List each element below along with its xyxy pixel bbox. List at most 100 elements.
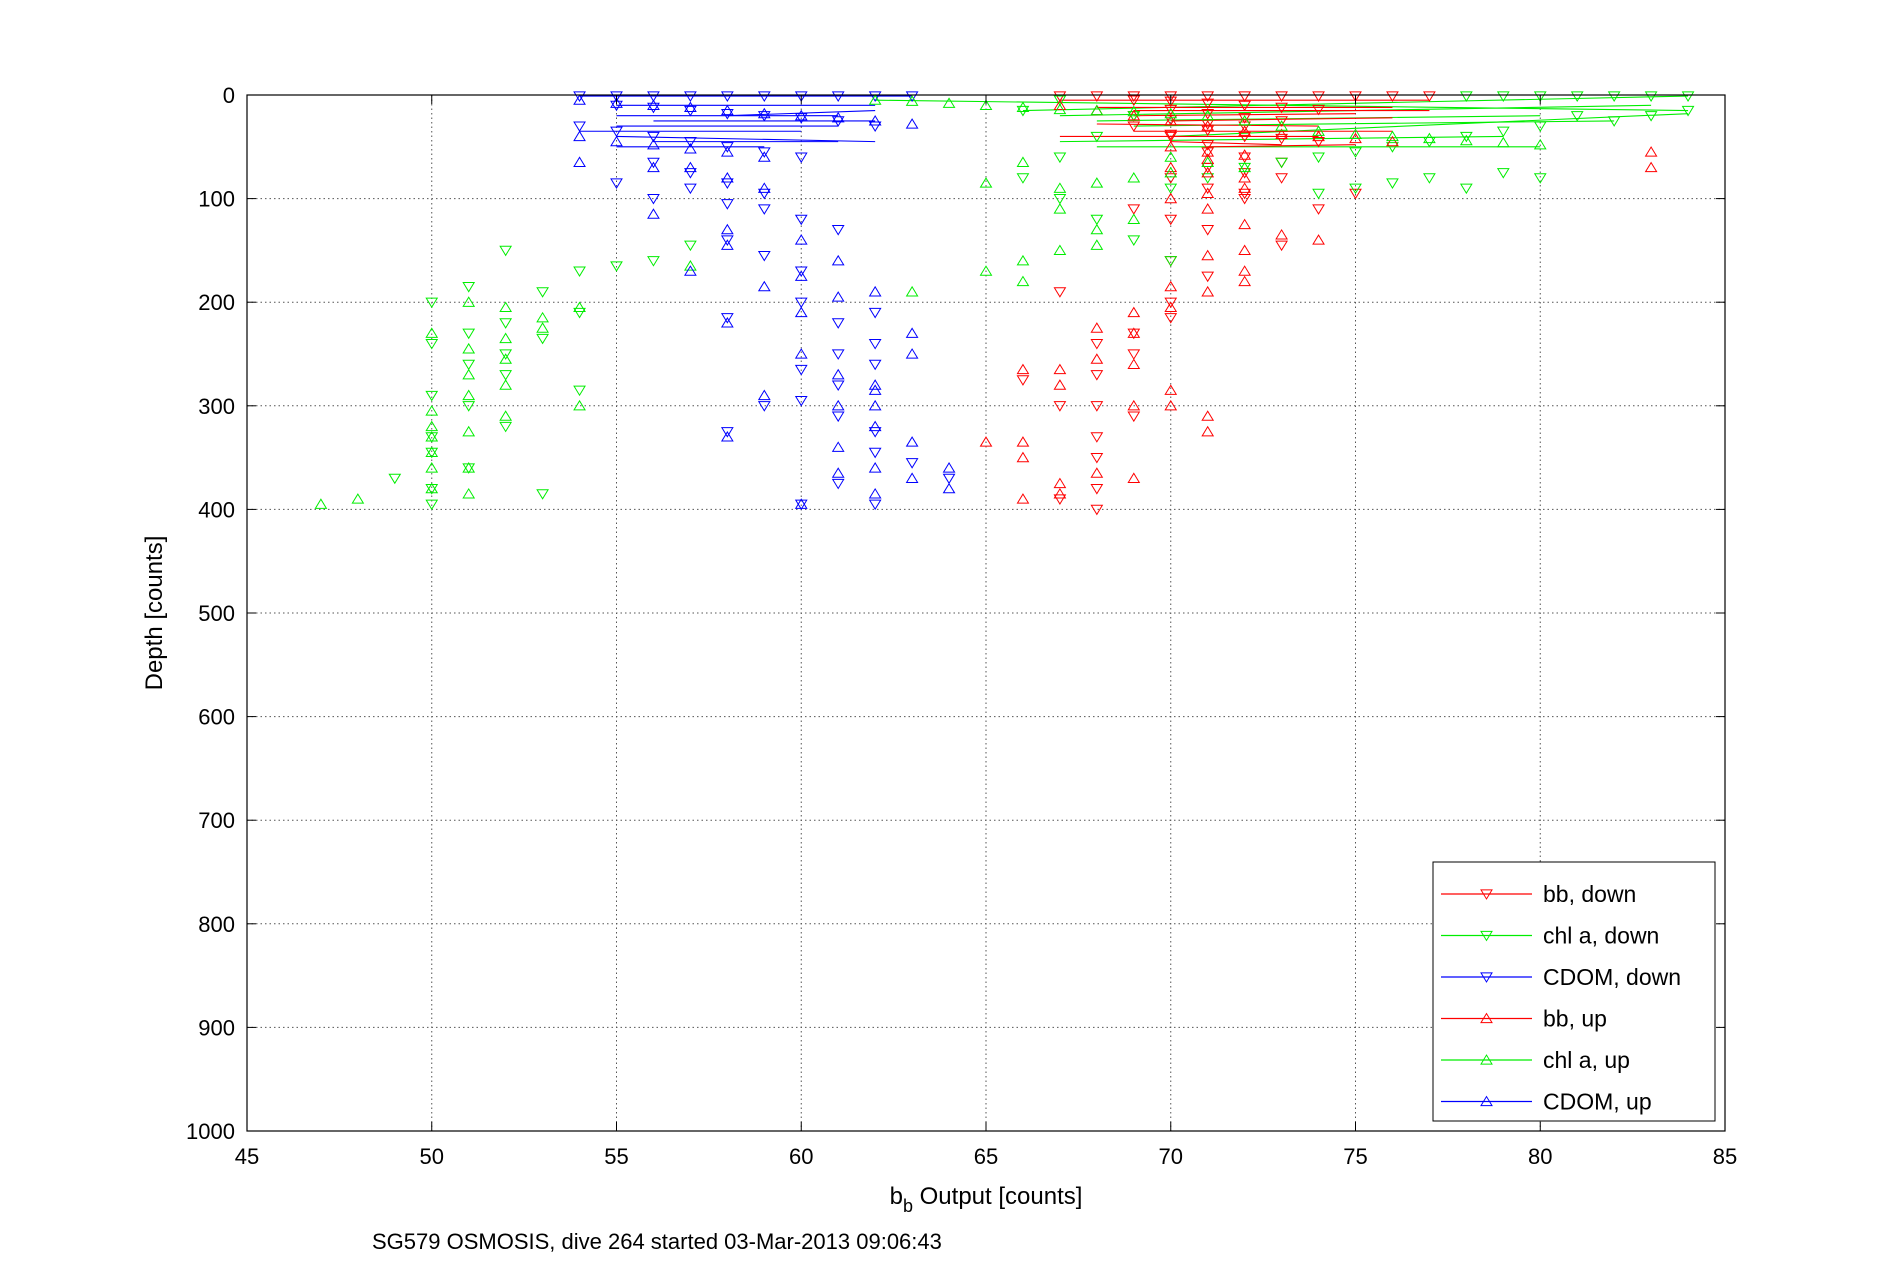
point-chl-a-up xyxy=(1127,171,1141,183)
point-chl-a-down xyxy=(573,307,586,319)
point-chl-a-down xyxy=(1164,183,1178,195)
point-chl-a-up xyxy=(1090,177,1104,188)
point-cdom-up xyxy=(684,265,697,276)
point-chl-a-down xyxy=(462,282,476,293)
point-cdom-up xyxy=(757,151,771,162)
x-axis-label: bb Output [counts] xyxy=(890,1183,1083,1216)
point-chl-a-up xyxy=(499,332,513,344)
point-bb-up xyxy=(1201,187,1215,199)
point-bb-down xyxy=(1127,204,1141,215)
point-bb-down xyxy=(1164,91,1178,102)
point-cdom-down xyxy=(757,111,771,122)
y-tick-label: 100 xyxy=(198,187,235,212)
point-cdom-down xyxy=(868,359,882,371)
point-chl-a-down xyxy=(1533,173,1547,184)
point-cdom-up xyxy=(647,138,660,150)
point-bb-down xyxy=(1090,484,1104,495)
point-cdom-down xyxy=(647,193,660,205)
point-chl-a-up xyxy=(462,342,476,354)
point-cdom-down xyxy=(794,395,808,407)
point-bb-down xyxy=(1164,131,1178,143)
point-bb-up xyxy=(1201,285,1215,297)
point-cdom-up xyxy=(647,99,660,110)
point-cdom-up xyxy=(905,472,919,483)
point-cdom-up xyxy=(573,156,586,167)
point-cdom-down xyxy=(942,473,956,485)
y-tick-label: 0 xyxy=(223,83,235,108)
point-cdom-up xyxy=(868,379,882,390)
point-chl-a-up xyxy=(536,311,549,323)
point-chl-a-up xyxy=(314,498,328,509)
point-chl-a-down xyxy=(1570,111,1584,122)
point-cdom-down xyxy=(868,499,882,511)
point-cdom-up xyxy=(905,436,919,447)
profile-line xyxy=(727,109,876,117)
x-tick-label: 65 xyxy=(974,1144,998,1169)
legend-marker-cdom-down xyxy=(1480,972,1493,983)
point-cdom-up xyxy=(831,368,845,380)
point-cdom-up xyxy=(794,348,808,359)
point-bb-down xyxy=(1127,95,1141,107)
point-cdom-down xyxy=(757,250,771,262)
point-chl-a-up xyxy=(979,265,993,276)
point-cdom-up xyxy=(868,384,882,395)
point-bb-up xyxy=(1090,467,1104,478)
point-cdom-up xyxy=(610,135,623,147)
point-bb-down xyxy=(1238,100,1252,112)
point-bb-down xyxy=(1238,113,1252,124)
point-bb-up xyxy=(1016,436,1030,447)
point-bb-up xyxy=(1201,203,1215,214)
point-chl-a-up xyxy=(425,446,439,458)
point-cdom-down xyxy=(720,91,734,102)
point-cdom-up xyxy=(831,291,845,302)
point-bb-down xyxy=(1090,452,1104,464)
point-chl-a-up xyxy=(1016,254,1030,266)
point-bb-down xyxy=(1090,401,1104,412)
y-axis-label: Depth [counts] xyxy=(141,536,168,691)
y-tick-label: 1000 xyxy=(186,1119,235,1144)
point-bb-down xyxy=(1201,140,1215,151)
point-chl-a-up xyxy=(462,389,476,401)
point-chl-a-down xyxy=(1459,91,1473,102)
point-cdom-down xyxy=(831,91,845,102)
point-chl-a-down xyxy=(1016,105,1030,117)
x-tick-label: 80 xyxy=(1528,1144,1552,1169)
point-bb-down xyxy=(1238,193,1252,205)
point-cdom-down xyxy=(684,136,697,148)
point-chl-a-down xyxy=(1681,105,1695,117)
point-chl-a-up xyxy=(573,399,586,411)
point-bb-down xyxy=(1090,339,1104,350)
point-cdom-up xyxy=(757,182,771,193)
point-chl-a-down xyxy=(1053,95,1067,107)
point-cdom-up xyxy=(720,171,734,183)
point-cdom-up xyxy=(647,208,660,219)
point-chl-a-up xyxy=(1053,203,1067,214)
point-cdom-down xyxy=(868,307,882,319)
y-tick-label: 500 xyxy=(198,601,235,626)
point-chl-a-up xyxy=(1164,166,1178,178)
point-chl-a-down xyxy=(1053,193,1067,205)
point-cdom-down xyxy=(831,380,845,391)
point-cdom-down xyxy=(610,126,623,138)
point-cdom-up xyxy=(831,399,845,411)
point-chl-a-down xyxy=(1533,121,1547,132)
point-bb-up xyxy=(1386,135,1399,147)
point-chl-a-down xyxy=(536,287,549,298)
point-chl-a-up xyxy=(1201,156,1215,167)
point-cdom-down xyxy=(647,102,660,114)
point-chl-a-up xyxy=(1090,239,1104,250)
point-cdom-down xyxy=(720,427,734,438)
profile-line xyxy=(1170,141,1282,146)
point-bb-down xyxy=(1201,271,1215,283)
point-cdom-up xyxy=(905,118,919,129)
point-bb-down xyxy=(1127,349,1141,360)
profile-line xyxy=(616,135,876,143)
point-cdom-down xyxy=(831,349,845,360)
point-cdom-up xyxy=(720,239,734,250)
point-cdom-down xyxy=(868,91,882,102)
point-chl-a-down xyxy=(462,359,476,371)
legend-label-cdom-up: CDOM, up xyxy=(1543,1089,1652,1115)
grid xyxy=(247,95,1725,1131)
point-cdom-up xyxy=(757,107,771,119)
point-chl-a-down xyxy=(1644,91,1658,102)
